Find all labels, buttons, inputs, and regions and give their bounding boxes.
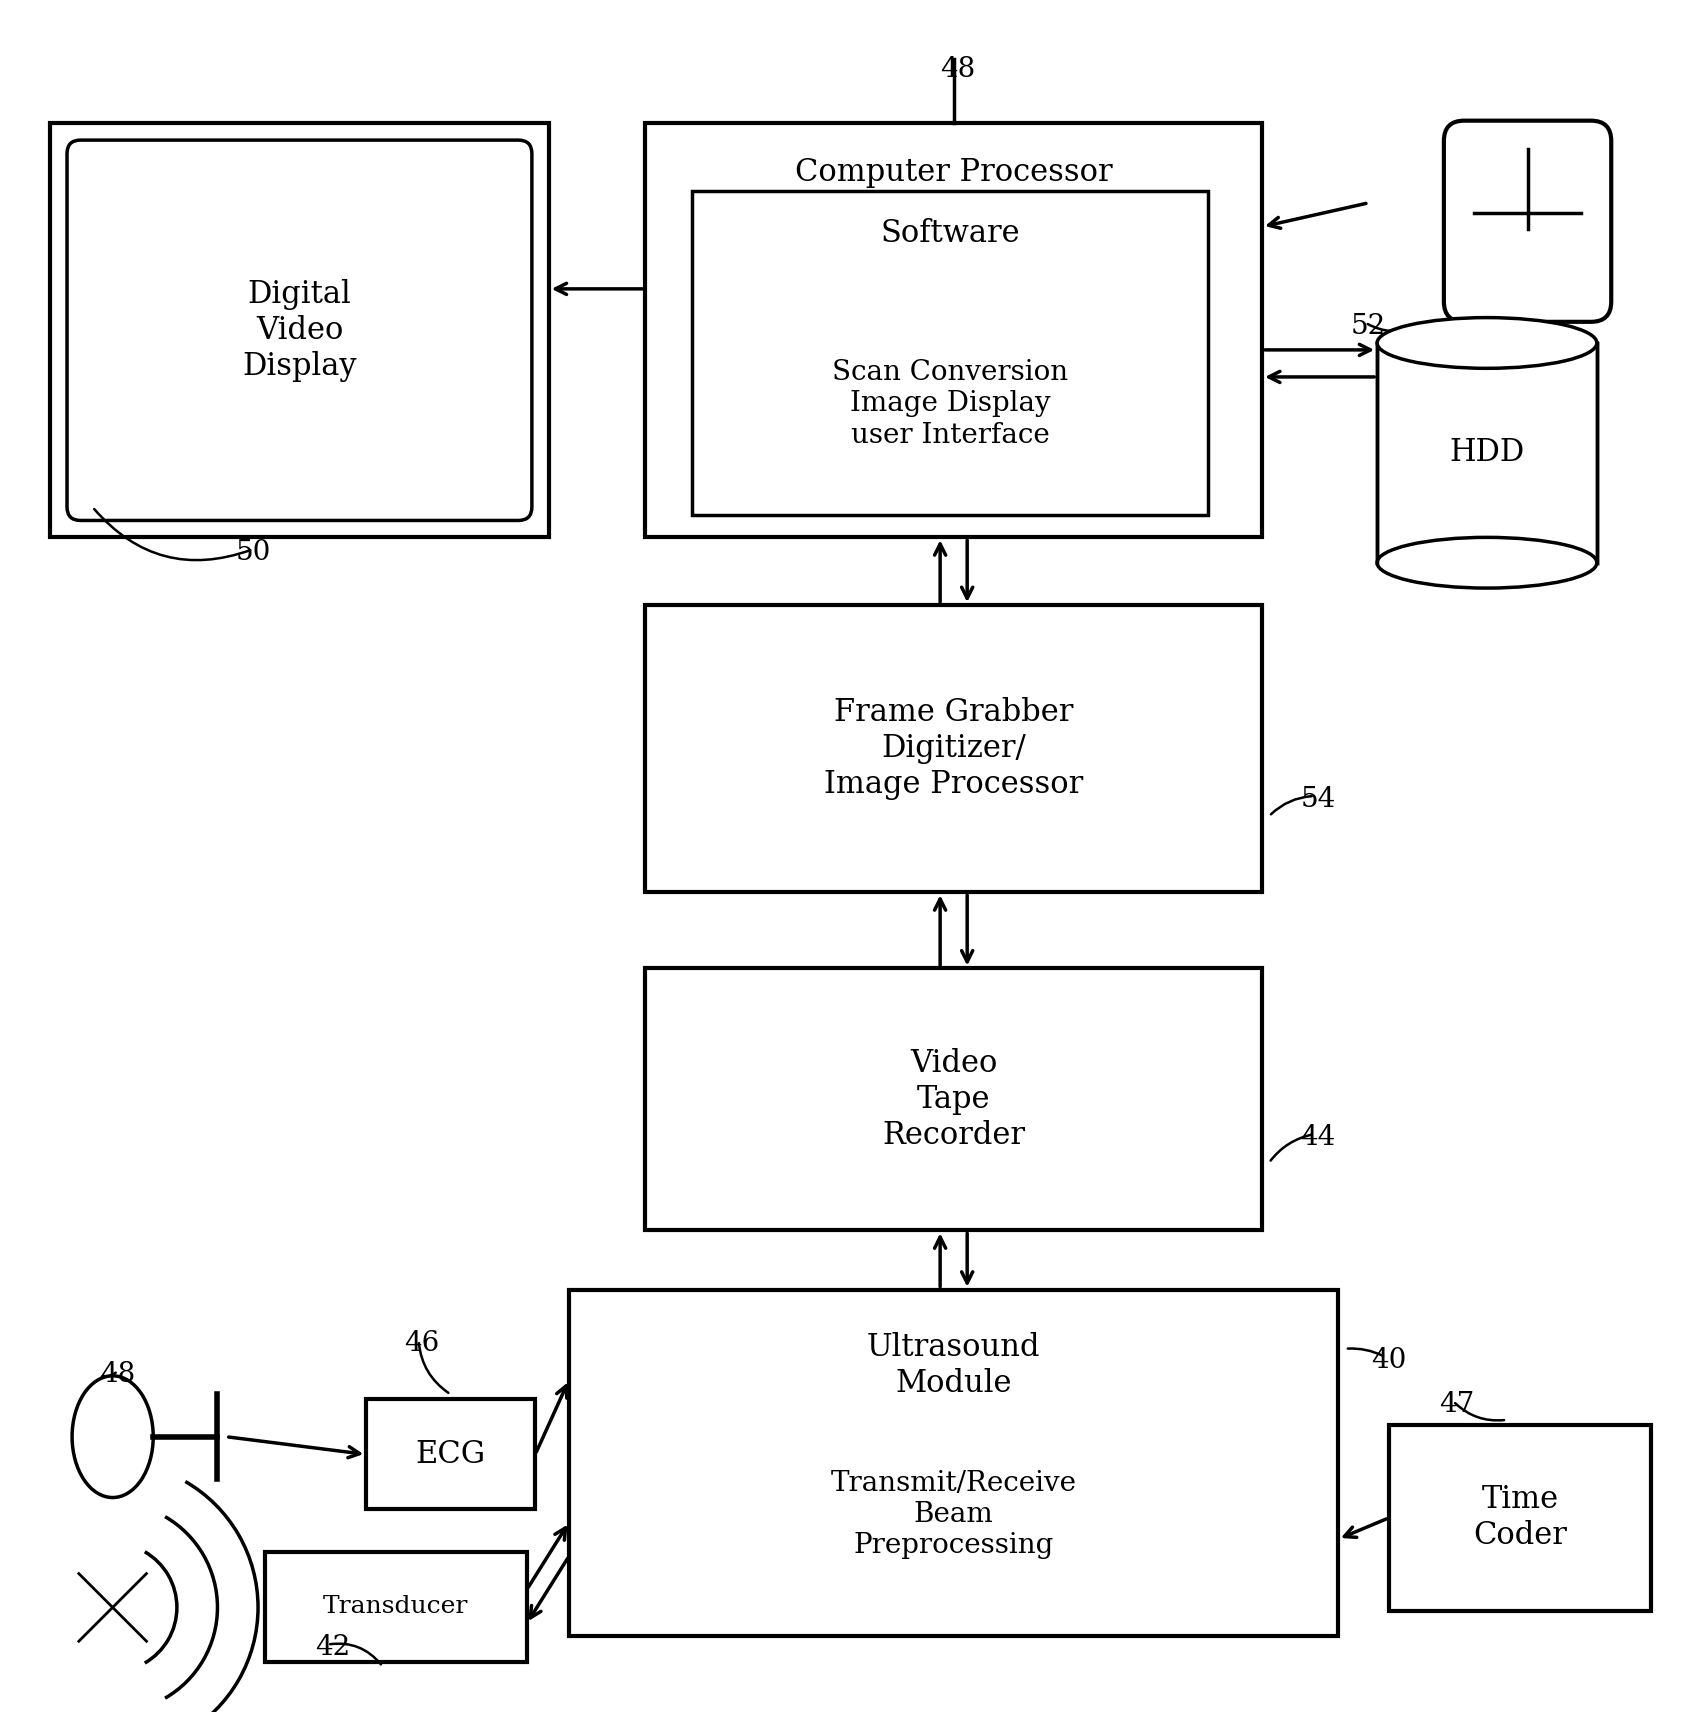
Text: 47: 47: [1438, 1391, 1474, 1418]
Text: 42: 42: [315, 1635, 349, 1661]
Text: Software: Software: [880, 218, 1019, 250]
Text: 48: 48: [100, 1361, 136, 1387]
FancyBboxPatch shape: [366, 1399, 536, 1509]
Ellipse shape: [1377, 317, 1598, 368]
Text: 54: 54: [1301, 786, 1335, 813]
FancyBboxPatch shape: [644, 605, 1262, 893]
Text: 40: 40: [1372, 1347, 1406, 1373]
FancyBboxPatch shape: [1443, 121, 1611, 323]
Text: Computer Processor: Computer Processor: [795, 158, 1113, 187]
Text: Time
Coder: Time Coder: [1474, 1484, 1567, 1552]
Text: Scan Conversion
Image Display
user Interface: Scan Conversion Image Display user Inter…: [833, 359, 1068, 449]
Text: 46: 46: [404, 1330, 439, 1358]
FancyBboxPatch shape: [692, 191, 1208, 515]
FancyBboxPatch shape: [51, 123, 550, 538]
Ellipse shape: [73, 1375, 153, 1498]
FancyBboxPatch shape: [570, 1290, 1338, 1637]
Ellipse shape: [1377, 538, 1598, 588]
FancyBboxPatch shape: [644, 968, 1262, 1231]
FancyBboxPatch shape: [265, 1552, 527, 1661]
Text: Ultrasound
Module: Ultrasound Module: [867, 1332, 1040, 1399]
Text: 50: 50: [236, 539, 271, 565]
FancyBboxPatch shape: [1389, 1425, 1650, 1611]
Text: Digital
Video
Display: Digital Video Display: [243, 279, 356, 381]
FancyBboxPatch shape: [1377, 343, 1598, 564]
Text: 52: 52: [1352, 312, 1386, 340]
Text: Video
Tape
Recorder: Video Tape Recorder: [882, 1047, 1024, 1151]
Text: Transducer: Transducer: [324, 1595, 468, 1618]
Text: Frame Grabber
Digitizer/
Image Processor: Frame Grabber Digitizer/ Image Processor: [824, 697, 1084, 799]
Text: HDD: HDD: [1450, 437, 1525, 468]
FancyBboxPatch shape: [68, 140, 533, 520]
Text: 44: 44: [1301, 1124, 1335, 1151]
FancyBboxPatch shape: [644, 123, 1262, 538]
Text: ECG: ECG: [416, 1439, 485, 1470]
Text: Transmit/Receive
Beam
Preprocessing: Transmit/Receive Beam Preprocessing: [831, 1470, 1077, 1559]
Text: 48: 48: [940, 55, 975, 83]
